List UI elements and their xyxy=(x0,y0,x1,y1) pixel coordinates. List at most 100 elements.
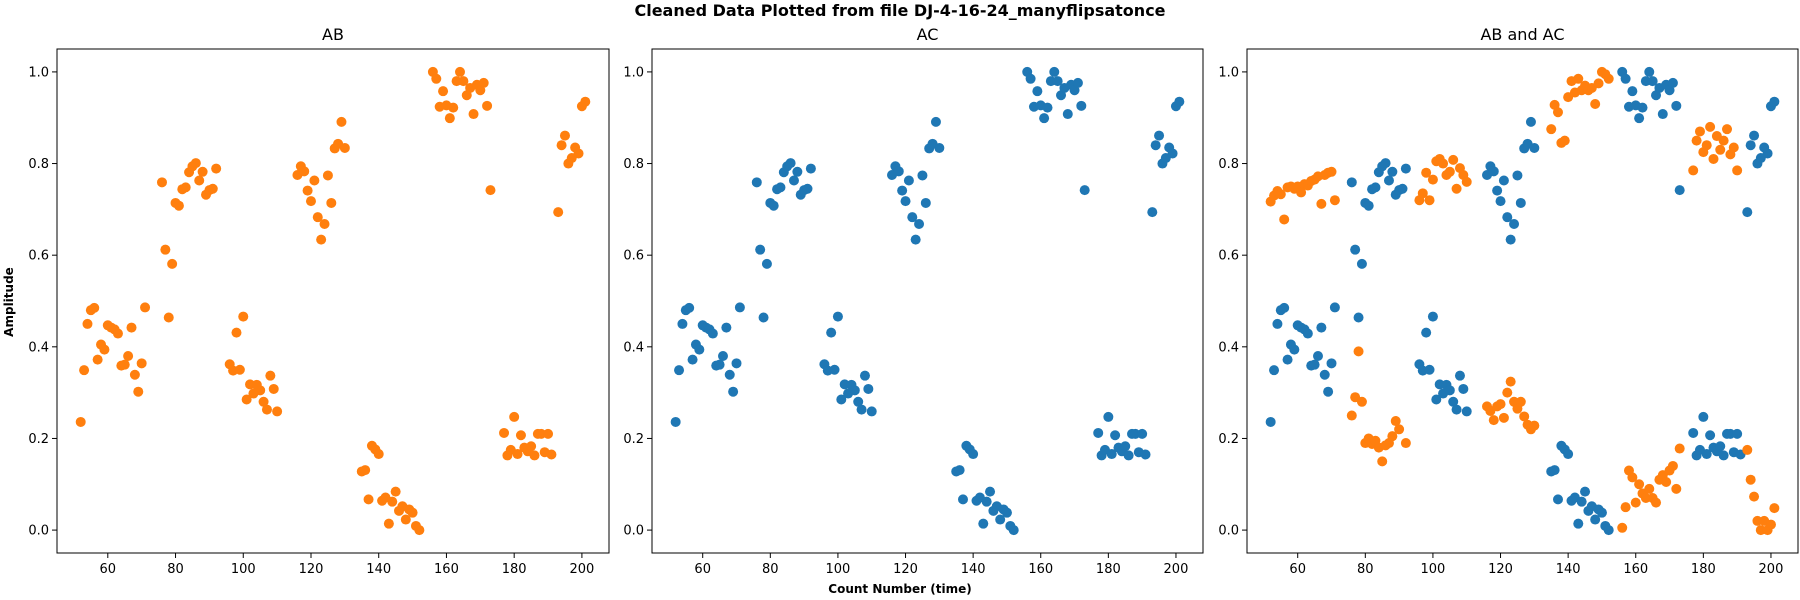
data-point xyxy=(910,234,921,245)
data-point xyxy=(1552,107,1563,118)
data-point xyxy=(985,486,996,497)
data-point xyxy=(1444,166,1455,177)
data-point xyxy=(1275,189,1286,200)
data-point xyxy=(1421,327,1432,338)
data-point xyxy=(1705,430,1716,441)
data-point xyxy=(805,163,816,174)
data-point xyxy=(1001,507,1012,518)
data-point xyxy=(241,394,252,405)
x-tick-label: 100 xyxy=(826,562,851,577)
data-point xyxy=(515,430,526,441)
data-point xyxy=(1150,140,1161,151)
data-point xyxy=(400,514,411,525)
data-point xyxy=(272,406,283,417)
data-point xyxy=(1769,96,1780,107)
x-tick-label: 140 xyxy=(1556,562,1581,577)
data-point xyxy=(1515,197,1526,208)
data-point xyxy=(751,177,762,188)
x-tick-label: 60 xyxy=(1289,562,1306,577)
data-point xyxy=(954,465,965,476)
data-point xyxy=(194,175,205,186)
data-point xyxy=(1326,358,1337,369)
data-point xyxy=(1529,420,1540,431)
data-point xyxy=(1634,479,1645,490)
data-point xyxy=(485,185,496,196)
y-tick-label: 0.8 xyxy=(623,157,644,172)
data-point xyxy=(1316,322,1327,333)
data-point xyxy=(1103,411,1114,422)
data-point xyxy=(1167,148,1178,159)
data-point xyxy=(1691,135,1702,146)
data-point xyxy=(75,416,86,427)
data-point xyxy=(1461,406,1472,417)
data-point xyxy=(788,175,799,186)
data-point xyxy=(721,322,732,333)
data-point xyxy=(326,197,337,208)
data-point xyxy=(123,350,134,361)
data-point xyxy=(866,406,877,417)
data-point xyxy=(1387,166,1398,177)
data-point xyxy=(268,383,279,394)
data-point xyxy=(1110,430,1121,441)
data-point xyxy=(1519,411,1530,422)
data-point xyxy=(1732,428,1743,439)
data-point xyxy=(1025,73,1036,84)
y-tick-label: 1.0 xyxy=(623,65,644,80)
data-point xyxy=(1488,166,1499,177)
data-point xyxy=(499,427,510,438)
data-point xyxy=(1137,428,1148,439)
data-point xyxy=(1120,441,1131,452)
figure-suptitle: Cleaned Data Plotted from file DJ-4-16-2… xyxy=(634,1,1165,20)
data-point xyxy=(914,219,925,230)
data-point xyxy=(1590,514,1601,525)
data-point xyxy=(802,183,813,194)
data-point xyxy=(1495,399,1506,410)
data-point xyxy=(512,449,523,460)
data-point xyxy=(129,369,140,380)
data-point xyxy=(1688,427,1699,438)
data-point xyxy=(863,383,874,394)
data-point xyxy=(1377,456,1388,467)
y-tick-label: 0.0 xyxy=(623,524,644,539)
data-point xyxy=(390,486,401,497)
data-point xyxy=(1387,431,1398,442)
axes-frame xyxy=(651,48,1204,554)
y-tick-label: 0.8 xyxy=(28,157,49,172)
panel-title: AC xyxy=(917,25,939,44)
data-point xyxy=(1329,302,1340,313)
data-point xyxy=(1529,142,1540,153)
data-point xyxy=(995,514,1006,525)
data-point xyxy=(826,327,837,338)
data-point xyxy=(556,140,567,151)
data-point xyxy=(1509,219,1520,230)
data-point xyxy=(674,365,685,376)
data-point xyxy=(1444,385,1455,396)
panel-title: AB and AC xyxy=(1480,25,1564,44)
data-point xyxy=(312,212,323,223)
data-point xyxy=(1498,412,1509,423)
data-point xyxy=(82,318,93,329)
data-point xyxy=(1667,77,1678,88)
data-point xyxy=(981,496,992,507)
data-point xyxy=(1627,472,1638,483)
data-point xyxy=(1620,73,1631,84)
data-point xyxy=(897,185,908,196)
data-point xyxy=(1627,86,1638,97)
data-point xyxy=(1451,404,1462,415)
data-point xyxy=(893,166,904,177)
data-point xyxy=(1715,144,1726,155)
data-point xyxy=(360,465,371,476)
data-point xyxy=(265,370,276,381)
data-point xyxy=(1667,460,1678,471)
data-point xyxy=(1353,312,1364,323)
data-point xyxy=(1356,396,1367,407)
y-tick-label: 0.2 xyxy=(623,432,644,447)
y-tick-label: 0.6 xyxy=(28,249,49,264)
data-point xyxy=(261,404,272,415)
y-tick-label: 0.4 xyxy=(1218,340,1239,355)
y-tick-label: 0.0 xyxy=(28,524,49,539)
series-points xyxy=(1265,66,1780,536)
data-point xyxy=(1688,165,1699,176)
data-point xyxy=(1590,98,1601,109)
y-tick-label: 0.2 xyxy=(28,432,49,447)
